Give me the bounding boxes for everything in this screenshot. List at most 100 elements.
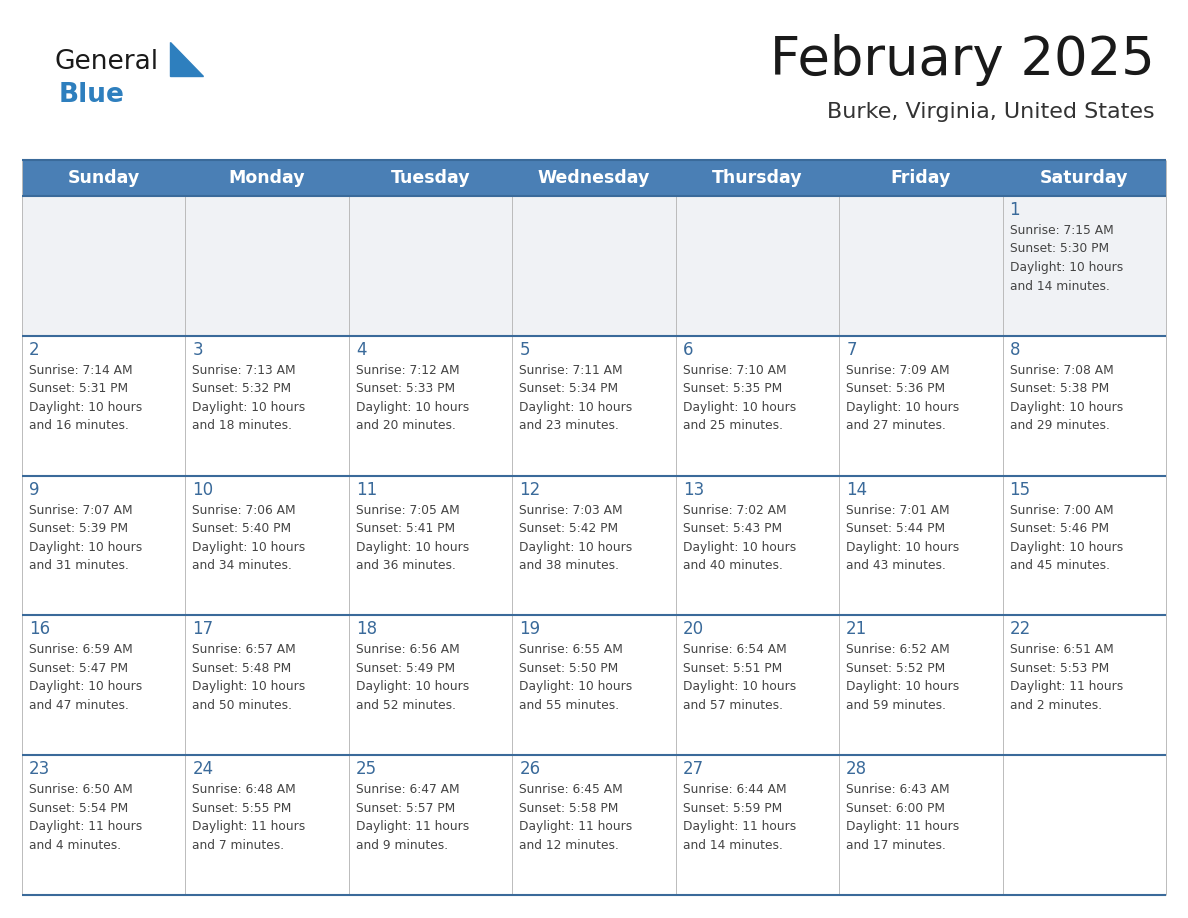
Text: Sunrise: 6:50 AM
Sunset: 5:54 PM
Daylight: 11 hours
and 4 minutes.: Sunrise: 6:50 AM Sunset: 5:54 PM Dayligh… xyxy=(29,783,143,852)
Bar xyxy=(839,615,1003,756)
Text: 9: 9 xyxy=(29,481,39,498)
Text: 22: 22 xyxy=(1010,621,1031,638)
Text: Sunrise: 7:10 AM
Sunset: 5:35 PM
Daylight: 10 hours
and 25 minutes.: Sunrise: 7:10 AM Sunset: 5:35 PM Dayligh… xyxy=(683,364,796,432)
Text: Sunrise: 7:03 AM
Sunset: 5:42 PM
Daylight: 10 hours
and 38 minutes.: Sunrise: 7:03 AM Sunset: 5:42 PM Dayligh… xyxy=(519,504,632,572)
Bar xyxy=(23,756,185,895)
Bar xyxy=(676,756,839,895)
Bar xyxy=(23,615,185,756)
Bar xyxy=(185,336,349,476)
Text: Sunrise: 6:59 AM
Sunset: 5:47 PM
Daylight: 10 hours
and 47 minutes.: Sunrise: 6:59 AM Sunset: 5:47 PM Dayligh… xyxy=(29,644,143,711)
Bar xyxy=(1003,476,1165,615)
Text: 26: 26 xyxy=(519,760,541,778)
Bar xyxy=(349,196,512,336)
Text: 12: 12 xyxy=(519,481,541,498)
Text: Sunrise: 7:14 AM
Sunset: 5:31 PM
Daylight: 10 hours
and 16 minutes.: Sunrise: 7:14 AM Sunset: 5:31 PM Dayligh… xyxy=(29,364,143,432)
Text: 27: 27 xyxy=(683,760,703,778)
Text: Sunrise: 7:07 AM
Sunset: 5:39 PM
Daylight: 10 hours
and 31 minutes.: Sunrise: 7:07 AM Sunset: 5:39 PM Dayligh… xyxy=(29,504,143,572)
Bar xyxy=(676,615,839,756)
Text: Burke, Virginia, United States: Burke, Virginia, United States xyxy=(827,102,1155,122)
Text: 6: 6 xyxy=(683,341,694,359)
Bar xyxy=(349,476,512,615)
Text: Sunrise: 7:06 AM
Sunset: 5:40 PM
Daylight: 10 hours
and 34 minutes.: Sunrise: 7:06 AM Sunset: 5:40 PM Dayligh… xyxy=(192,504,305,572)
Text: Tuesday: Tuesday xyxy=(391,169,470,187)
Text: 13: 13 xyxy=(683,481,704,498)
Text: Sunrise: 6:56 AM
Sunset: 5:49 PM
Daylight: 10 hours
and 52 minutes.: Sunrise: 6:56 AM Sunset: 5:49 PM Dayligh… xyxy=(356,644,469,711)
Text: 20: 20 xyxy=(683,621,703,638)
Bar xyxy=(185,615,349,756)
Text: Sunrise: 6:43 AM
Sunset: 6:00 PM
Daylight: 11 hours
and 17 minutes.: Sunrise: 6:43 AM Sunset: 6:00 PM Dayligh… xyxy=(846,783,960,852)
Bar xyxy=(185,476,349,615)
Text: Sunrise: 7:05 AM
Sunset: 5:41 PM
Daylight: 10 hours
and 36 minutes.: Sunrise: 7:05 AM Sunset: 5:41 PM Dayligh… xyxy=(356,504,469,572)
Bar xyxy=(512,756,676,895)
Text: 8: 8 xyxy=(1010,341,1020,359)
Text: Sunrise: 6:57 AM
Sunset: 5:48 PM
Daylight: 10 hours
and 50 minutes.: Sunrise: 6:57 AM Sunset: 5:48 PM Dayligh… xyxy=(192,644,305,711)
Bar xyxy=(23,476,185,615)
Bar xyxy=(676,196,839,336)
Text: Sunrise: 6:54 AM
Sunset: 5:51 PM
Daylight: 10 hours
and 57 minutes.: Sunrise: 6:54 AM Sunset: 5:51 PM Dayligh… xyxy=(683,644,796,711)
Text: Sunrise: 6:51 AM
Sunset: 5:53 PM
Daylight: 11 hours
and 2 minutes.: Sunrise: 6:51 AM Sunset: 5:53 PM Dayligh… xyxy=(1010,644,1123,711)
Text: 3: 3 xyxy=(192,341,203,359)
Text: General: General xyxy=(55,49,159,75)
Bar xyxy=(185,756,349,895)
Bar xyxy=(512,196,676,336)
Text: 15: 15 xyxy=(1010,481,1031,498)
Text: 19: 19 xyxy=(519,621,541,638)
Text: Sunrise: 7:09 AM
Sunset: 5:36 PM
Daylight: 10 hours
and 27 minutes.: Sunrise: 7:09 AM Sunset: 5:36 PM Dayligh… xyxy=(846,364,960,432)
Text: Sunrise: 7:02 AM
Sunset: 5:43 PM
Daylight: 10 hours
and 40 minutes.: Sunrise: 7:02 AM Sunset: 5:43 PM Dayligh… xyxy=(683,504,796,572)
Bar xyxy=(512,615,676,756)
Bar xyxy=(676,476,839,615)
Text: Sunrise: 7:12 AM
Sunset: 5:33 PM
Daylight: 10 hours
and 20 minutes.: Sunrise: 7:12 AM Sunset: 5:33 PM Dayligh… xyxy=(356,364,469,432)
Bar xyxy=(185,196,349,336)
Text: Sunrise: 6:47 AM
Sunset: 5:57 PM
Daylight: 11 hours
and 9 minutes.: Sunrise: 6:47 AM Sunset: 5:57 PM Dayligh… xyxy=(356,783,469,852)
Text: 2: 2 xyxy=(29,341,39,359)
Text: 17: 17 xyxy=(192,621,214,638)
Text: Sunrise: 7:01 AM
Sunset: 5:44 PM
Daylight: 10 hours
and 43 minutes.: Sunrise: 7:01 AM Sunset: 5:44 PM Dayligh… xyxy=(846,504,960,572)
Text: 25: 25 xyxy=(356,760,377,778)
Text: Sunrise: 6:45 AM
Sunset: 5:58 PM
Daylight: 11 hours
and 12 minutes.: Sunrise: 6:45 AM Sunset: 5:58 PM Dayligh… xyxy=(519,783,632,852)
Text: Monday: Monday xyxy=(229,169,305,187)
Bar xyxy=(23,160,1165,196)
Text: 21: 21 xyxy=(846,621,867,638)
Text: Sunrise: 6:44 AM
Sunset: 5:59 PM
Daylight: 11 hours
and 14 minutes.: Sunrise: 6:44 AM Sunset: 5:59 PM Dayligh… xyxy=(683,783,796,852)
Text: Sunrise: 7:15 AM
Sunset: 5:30 PM
Daylight: 10 hours
and 14 minutes.: Sunrise: 7:15 AM Sunset: 5:30 PM Dayligh… xyxy=(1010,224,1123,293)
Text: Sunday: Sunday xyxy=(68,169,140,187)
Text: Sunrise: 6:55 AM
Sunset: 5:50 PM
Daylight: 10 hours
and 55 minutes.: Sunrise: 6:55 AM Sunset: 5:50 PM Dayligh… xyxy=(519,644,632,711)
Bar xyxy=(1003,615,1165,756)
Text: Sunrise: 7:00 AM
Sunset: 5:46 PM
Daylight: 10 hours
and 45 minutes.: Sunrise: 7:00 AM Sunset: 5:46 PM Dayligh… xyxy=(1010,504,1123,572)
Text: 1: 1 xyxy=(1010,201,1020,219)
Bar xyxy=(23,196,185,336)
Bar xyxy=(839,756,1003,895)
Text: 28: 28 xyxy=(846,760,867,778)
Text: Sunrise: 6:48 AM
Sunset: 5:55 PM
Daylight: 11 hours
and 7 minutes.: Sunrise: 6:48 AM Sunset: 5:55 PM Dayligh… xyxy=(192,783,305,852)
Bar xyxy=(839,196,1003,336)
Text: 23: 23 xyxy=(29,760,50,778)
Text: Sunrise: 7:08 AM
Sunset: 5:38 PM
Daylight: 10 hours
and 29 minutes.: Sunrise: 7:08 AM Sunset: 5:38 PM Dayligh… xyxy=(1010,364,1123,432)
Text: Saturday: Saturday xyxy=(1040,169,1129,187)
Text: 5: 5 xyxy=(519,341,530,359)
Bar xyxy=(349,756,512,895)
Text: 24: 24 xyxy=(192,760,214,778)
Text: 11: 11 xyxy=(356,481,377,498)
Text: 14: 14 xyxy=(846,481,867,498)
Bar xyxy=(1003,756,1165,895)
Text: Blue: Blue xyxy=(59,82,125,108)
Bar xyxy=(1003,336,1165,476)
Text: Thursday: Thursday xyxy=(712,169,803,187)
Text: 18: 18 xyxy=(356,621,377,638)
Text: Sunrise: 7:13 AM
Sunset: 5:32 PM
Daylight: 10 hours
and 18 minutes.: Sunrise: 7:13 AM Sunset: 5:32 PM Dayligh… xyxy=(192,364,305,432)
Polygon shape xyxy=(170,42,203,76)
Bar xyxy=(23,336,185,476)
Text: 16: 16 xyxy=(29,621,50,638)
Bar xyxy=(676,336,839,476)
Text: February 2025: February 2025 xyxy=(770,34,1155,86)
Bar xyxy=(349,615,512,756)
Bar xyxy=(839,336,1003,476)
Text: 10: 10 xyxy=(192,481,214,498)
Text: Wednesday: Wednesday xyxy=(538,169,650,187)
Text: 4: 4 xyxy=(356,341,366,359)
Text: Sunrise: 6:52 AM
Sunset: 5:52 PM
Daylight: 10 hours
and 59 minutes.: Sunrise: 6:52 AM Sunset: 5:52 PM Dayligh… xyxy=(846,644,960,711)
Bar xyxy=(512,476,676,615)
Text: Friday: Friday xyxy=(891,169,952,187)
Bar xyxy=(349,336,512,476)
Bar xyxy=(1003,196,1165,336)
